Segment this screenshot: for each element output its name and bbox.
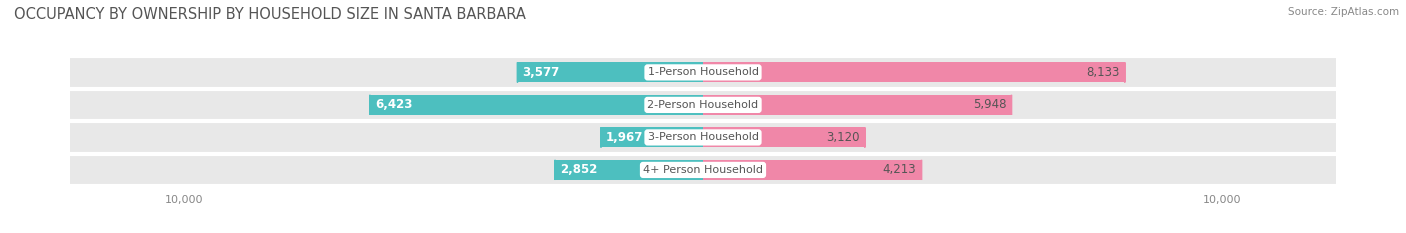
- Bar: [70, 91, 1336, 119]
- Text: 2,852: 2,852: [560, 163, 598, 176]
- Bar: [600, 127, 703, 147]
- Bar: [703, 62, 1125, 82]
- Bar: [70, 123, 1336, 152]
- Bar: [70, 58, 1336, 87]
- Text: 4,213: 4,213: [883, 163, 917, 176]
- Text: 5,948: 5,948: [973, 98, 1007, 111]
- Text: Source: ZipAtlas.com: Source: ZipAtlas.com: [1288, 7, 1399, 17]
- Text: 8,133: 8,133: [1087, 66, 1119, 79]
- Text: 3,577: 3,577: [523, 66, 560, 79]
- Bar: [703, 127, 865, 147]
- Bar: [517, 62, 703, 82]
- Bar: [703, 95, 1011, 115]
- Bar: [555, 160, 703, 180]
- Text: 6,423: 6,423: [375, 98, 412, 111]
- Text: OCCUPANCY BY OWNERSHIP BY HOUSEHOLD SIZE IN SANTA BARBARA: OCCUPANCY BY OWNERSHIP BY HOUSEHOLD SIZE…: [14, 7, 526, 22]
- Text: 1,967: 1,967: [606, 131, 644, 144]
- Text: 4+ Person Household: 4+ Person Household: [643, 165, 763, 175]
- Text: 3,120: 3,120: [827, 131, 859, 144]
- Bar: [370, 95, 703, 115]
- Bar: [703, 160, 921, 180]
- Bar: [70, 156, 1336, 184]
- Text: 3-Person Household: 3-Person Household: [648, 132, 758, 142]
- Text: 2-Person Household: 2-Person Household: [647, 100, 759, 110]
- Text: 1-Person Household: 1-Person Household: [648, 67, 758, 77]
